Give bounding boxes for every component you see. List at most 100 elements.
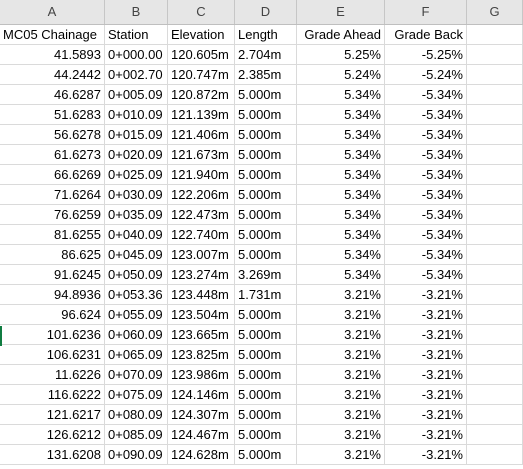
table-cell[interactable]: 0+015.09 [105,125,168,145]
table-cell[interactable]: 116.6222 [0,385,105,405]
table-cell[interactable]: 0+002.70 [105,65,168,85]
table-cell[interactable]: 5.000m [235,245,297,265]
table-cell[interactable] [467,165,523,185]
table-cell[interactable] [467,265,523,285]
table-cell[interactable]: 0+030.09 [105,185,168,205]
table-cell[interactable]: 3.21% [297,365,385,385]
table-cell[interactable]: 124.467m [168,425,235,445]
table-cell[interactable] [467,405,523,425]
table-cell[interactable]: 0+040.09 [105,225,168,245]
table-cell[interactable]: -3.21% [385,405,467,425]
table-cell[interactable]: 3.21% [297,405,385,425]
table-cell[interactable] [467,345,523,365]
table-cell[interactable]: -5.34% [385,165,467,185]
table-cell[interactable]: -3.21% [385,305,467,325]
table-cell[interactable]: 126.6212 [0,425,105,445]
table-cell[interactable]: -5.34% [385,205,467,225]
table-cell[interactable]: 121.673m [168,145,235,165]
table-cell[interactable]: 0+085.09 [105,425,168,445]
table-cell[interactable] [467,125,523,145]
table-cell[interactable]: 5.000m [235,165,297,185]
table-cell[interactable]: 3.21% [297,345,385,365]
table-cell[interactable]: 5.34% [297,265,385,285]
table-cell[interactable] [467,205,523,225]
table-cell[interactable]: 120.605m [168,45,235,65]
table-cell[interactable]: -5.34% [385,145,467,165]
table-cell[interactable]: 5.34% [297,245,385,265]
table-cell[interactable]: 86.625 [0,245,105,265]
table-cell[interactable]: 0+080.09 [105,405,168,425]
table-cell[interactable]: 120.872m [168,85,235,105]
table-cell[interactable]: 121.406m [168,125,235,145]
table-cell[interactable] [467,45,523,65]
table-cell[interactable] [467,305,523,325]
table-cell[interactable]: -5.24% [385,65,467,85]
table-cell[interactable]: -3.21% [385,345,467,365]
table-cell[interactable]: -3.21% [385,445,467,465]
table-cell[interactable]: 3.269m [235,265,297,285]
table-cell[interactable]: 5.000m [235,345,297,365]
table-cell[interactable]: 91.6245 [0,265,105,285]
table-cell[interactable]: 11.6226 [0,365,105,385]
table-cell[interactable]: 5.34% [297,205,385,225]
table-cell[interactable]: -5.34% [385,185,467,205]
table-cell[interactable]: 123.825m [168,345,235,365]
column-header-g[interactable]: G [467,0,523,24]
table-cell[interactable]: 5.34% [297,125,385,145]
table-cell[interactable]: 124.628m [168,445,235,465]
table-cell[interactable]: 120.747m [168,65,235,85]
table-cell[interactable]: -5.34% [385,125,467,145]
header-cell[interactable]: Station [105,25,168,45]
table-cell[interactable]: 5.25% [297,45,385,65]
table-cell[interactable]: 0+050.09 [105,265,168,285]
table-cell[interactable]: 123.448m [168,285,235,305]
table-cell[interactable]: 122.740m [168,225,235,245]
table-cell[interactable]: 3.21% [297,325,385,345]
table-cell[interactable]: -5.34% [385,245,467,265]
table-cell[interactable]: 122.206m [168,185,235,205]
table-cell[interactable]: 5.34% [297,85,385,105]
table-cell[interactable]: 121.139m [168,105,235,125]
table-cell[interactable]: 123.274m [168,265,235,285]
table-cell[interactable]: 5.24% [297,65,385,85]
table-cell[interactable]: 5.000m [235,105,297,125]
table-cell[interactable] [467,245,523,265]
column-header-e[interactable]: E [297,0,385,24]
table-cell[interactable] [467,65,523,85]
table-cell[interactable]: 76.6259 [0,205,105,225]
table-cell[interactable]: 41.5893 [0,45,105,65]
table-cell[interactable]: 5.34% [297,145,385,165]
table-cell[interactable]: 0+010.09 [105,105,168,125]
table-cell[interactable] [467,325,523,345]
table-cell[interactable]: 3.21% [297,305,385,325]
table-cell[interactable]: -5.34% [385,105,467,125]
table-cell[interactable] [467,85,523,105]
table-cell[interactable]: 3.21% [297,285,385,305]
table-cell[interactable]: -3.21% [385,425,467,445]
table-cell[interactable]: 123.504m [168,305,235,325]
table-cell[interactable]: 0+000.00 [105,45,168,65]
table-cell[interactable]: 121.6217 [0,405,105,425]
column-header-b[interactable]: B [105,0,168,24]
table-cell[interactable]: 123.007m [168,245,235,265]
table-cell[interactable]: 0+005.09 [105,85,168,105]
table-cell[interactable]: 5.000m [235,205,297,225]
table-cell[interactable]: 5.000m [235,305,297,325]
table-cell[interactable]: 0+045.09 [105,245,168,265]
table-cell[interactable]: 101.6236 [0,325,105,345]
table-cell[interactable]: 94.8936 [0,285,105,305]
table-cell[interactable]: 3.21% [297,425,385,445]
table-cell[interactable]: 124.146m [168,385,235,405]
table-cell[interactable] [467,185,523,205]
table-cell[interactable]: 0+053.36 [105,285,168,305]
table-cell[interactable]: 5.000m [235,85,297,105]
column-header-d[interactable]: D [235,0,297,24]
table-cell[interactable]: -3.21% [385,385,467,405]
table-cell[interactable]: -3.21% [385,325,467,345]
table-cell[interactable]: 0+075.09 [105,385,168,405]
table-cell[interactable]: 5.000m [235,405,297,425]
header-cell[interactable] [467,25,523,45]
table-cell[interactable] [467,385,523,405]
table-cell[interactable]: 0+055.09 [105,305,168,325]
table-cell[interactable] [467,105,523,125]
